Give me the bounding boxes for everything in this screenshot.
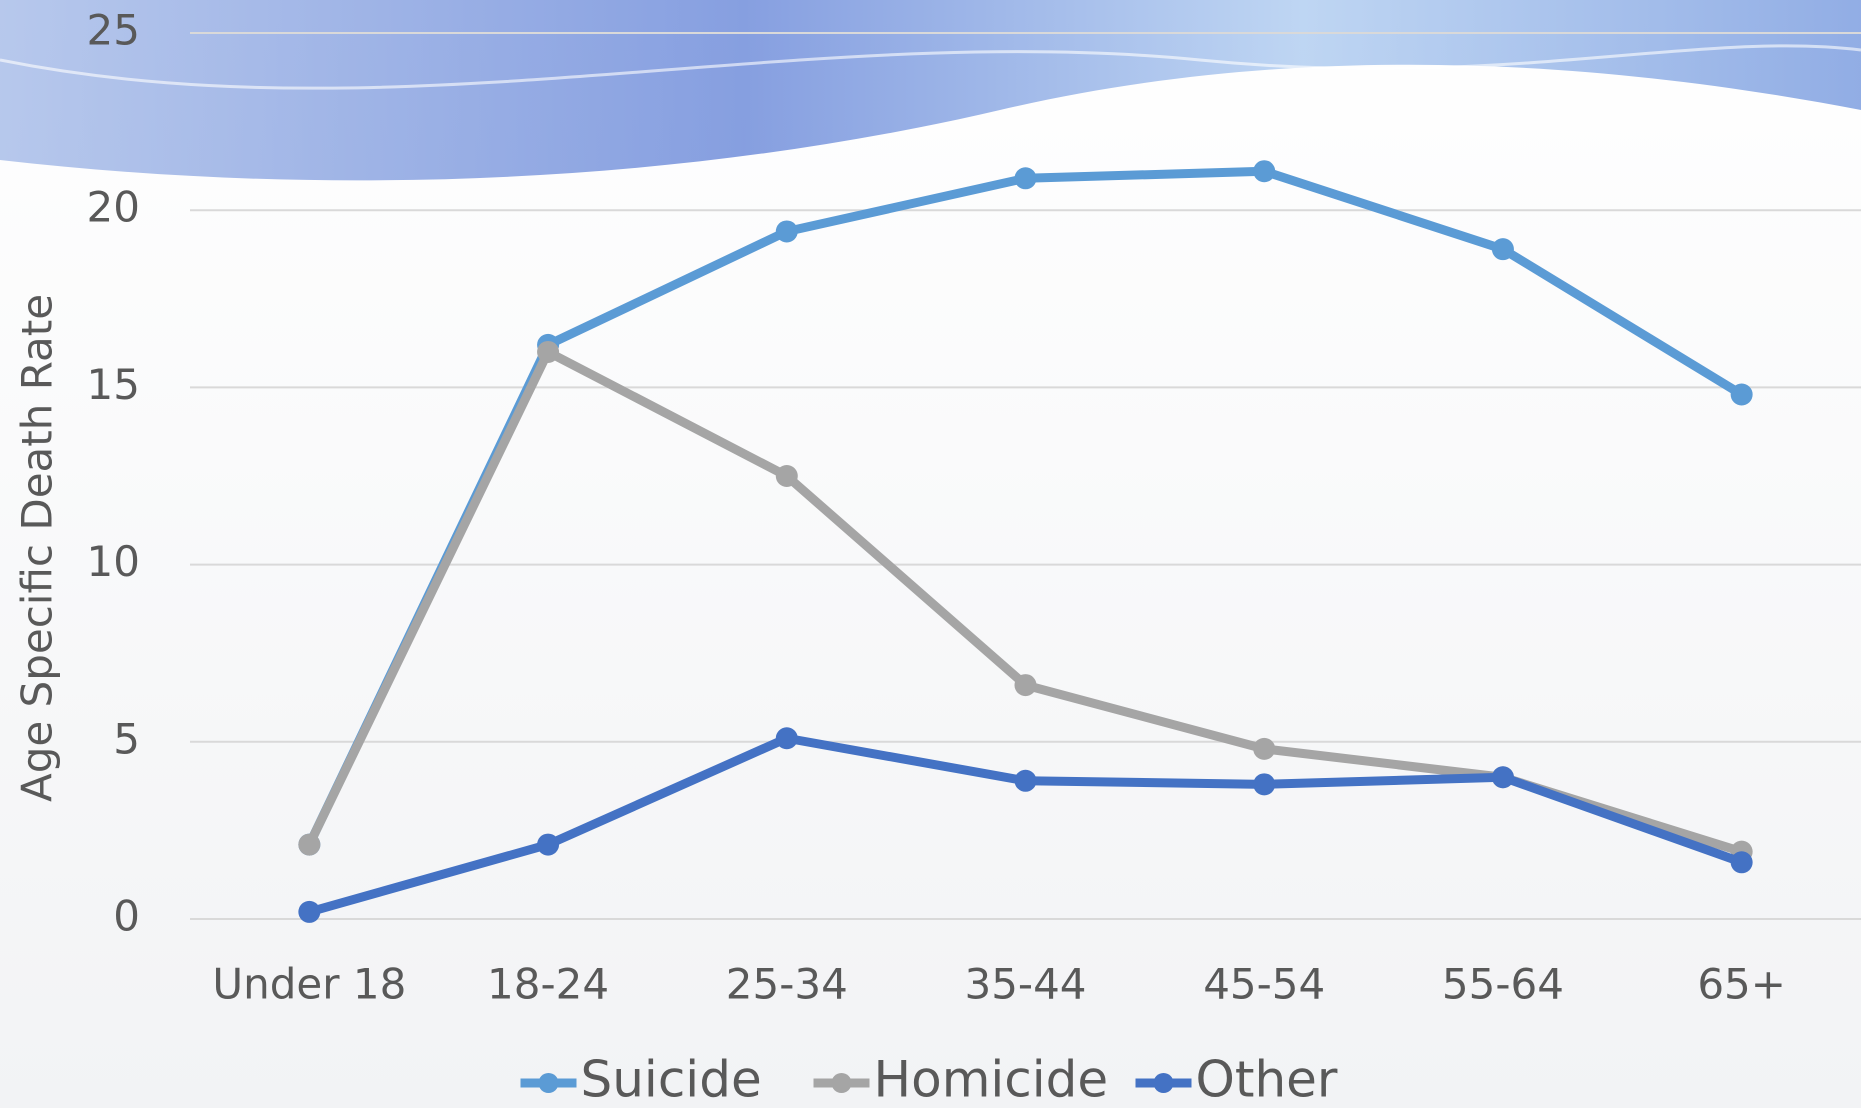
x-tick-label: 35-44: [964, 960, 1086, 1009]
y-tick-label: 20: [87, 183, 140, 232]
y-tick-label: 5: [113, 714, 140, 763]
y-axis-label: Age Specific Death Rate: [13, 294, 62, 802]
legend-label: Other: [1196, 1051, 1338, 1108]
point: [1253, 737, 1276, 760]
point: [1253, 773, 1276, 796]
point: [1014, 167, 1037, 190]
point: [775, 465, 798, 487]
x-tick-label: 65+: [1697, 960, 1786, 1009]
y-tick-label: 0: [113, 892, 140, 941]
point: [1730, 383, 1753, 406]
point: [775, 727, 798, 750]
x-tick-label: Under 18: [212, 960, 406, 1009]
point: [775, 220, 798, 243]
point: [298, 833, 321, 856]
x-tick-label: 18-24: [487, 960, 609, 1009]
point: [537, 833, 560, 856]
point: [1491, 766, 1514, 789]
decor-wave: [0, 0, 1861, 181]
y-tick-label: 15: [87, 360, 140, 409]
legend-marker: [538, 1073, 559, 1093]
point: [1730, 851, 1753, 874]
y-tick-label: 25: [87, 6, 140, 55]
x-tick-label: 25-34: [726, 960, 848, 1009]
point: [1491, 238, 1514, 261]
x-tick-label: 55-64: [1442, 960, 1564, 1009]
legend-label: Suicide: [581, 1051, 762, 1108]
point: [1014, 674, 1037, 697]
legend-marker: [831, 1073, 852, 1093]
point: [298, 900, 321, 923]
legend-marker: [1153, 1073, 1174, 1093]
point: [1253, 160, 1276, 183]
point: [1014, 769, 1037, 792]
point: [537, 340, 560, 363]
legend-label: Homicide: [874, 1051, 1109, 1108]
x-tick-label: 45-54: [1203, 960, 1325, 1009]
y-tick-label: 10: [87, 537, 140, 586]
decor-line: [0, 44, 1861, 90]
